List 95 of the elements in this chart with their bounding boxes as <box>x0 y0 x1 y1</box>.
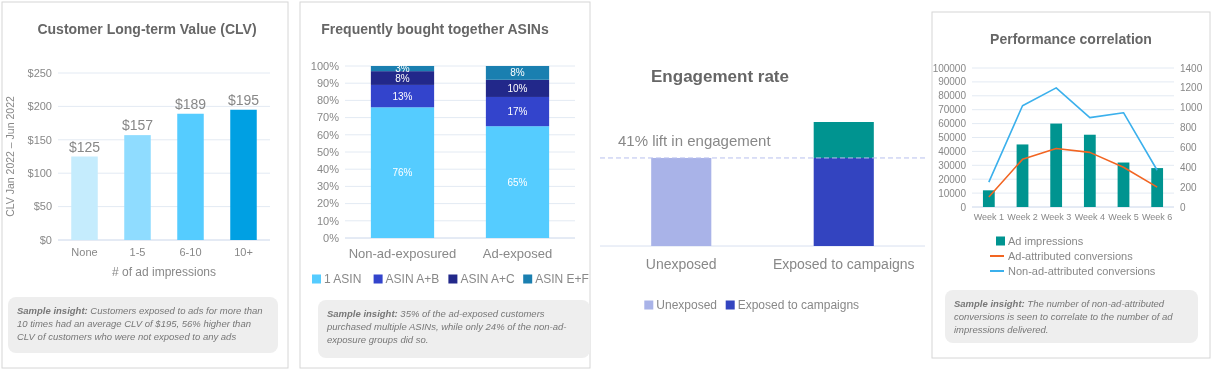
x-tick-label: Non-ad-exposured <box>348 246 457 261</box>
y2-tick-label: 1000 <box>1180 102 1203 114</box>
x-tick-label: 10+ <box>234 246 253 258</box>
line-series <box>988 87 1158 183</box>
x-tick-label: Ad-exposed <box>482 246 553 261</box>
chart-title: Customer Long-term Value (CLV) <box>37 21 257 37</box>
y-tick-label: 60% <box>316 128 340 141</box>
x-tick-label: None <box>71 246 98 258</box>
bar <box>1083 134 1096 207</box>
y-tick-label: 50000 <box>938 132 967 143</box>
x-tick-label: Week 1 <box>973 212 1005 222</box>
text: Sample insight: 35% of the ad-exposed customers purchased multiple ASINs, while only 24% of the non-ad-exposure groups did so. <box>318 300 590 358</box>
bar <box>485 96 550 127</box>
y-tick-label: $150 <box>27 133 52 146</box>
x-tick-label: Week 3 <box>1040 212 1072 222</box>
chart-title: Engagement rate <box>651 67 789 86</box>
y-tick-label: $250 <box>27 66 52 79</box>
y-tick-label: $100 <box>27 167 52 180</box>
y-tick-label: $0 <box>39 233 52 246</box>
x-axis-title: # of ad impressions <box>111 265 217 279</box>
bar <box>370 84 435 108</box>
y-tick-label: 0 <box>960 201 967 213</box>
y2-tick-label: 800 <box>1180 122 1198 134</box>
y-tick-label: 70% <box>316 111 340 124</box>
x-tick-label: 1-5 <box>129 246 146 258</box>
y-tick-label: 30000 <box>938 159 967 171</box>
bar <box>370 71 435 85</box>
data-label: 76% <box>392 167 413 179</box>
y-tick-label: 100000 <box>932 62 967 74</box>
y2-tick-label: 600 <box>1180 141 1198 153</box>
y2-tick-label: 1400 <box>1180 62 1203 74</box>
x-tick-label: Week 4 <box>1074 212 1106 222</box>
data-label: 8% <box>395 72 410 84</box>
data-label: $157 <box>121 117 154 134</box>
y-tick-label: 90% <box>316 77 340 90</box>
legend-label: Ad impressions <box>1008 234 1084 247</box>
data-label: $189 <box>174 95 207 112</box>
bar <box>370 107 435 238</box>
y2-tick-label: 1200 <box>1180 82 1203 94</box>
x-tick-label: 6-10 <box>179 246 202 258</box>
legend-label: ASIN E+F <box>535 272 589 287</box>
y-tick-label: 0% <box>323 231 340 244</box>
bar <box>177 113 204 240</box>
ref-line-label: 41% lift in engagement <box>618 131 772 149</box>
bar <box>124 135 151 240</box>
y-tick-label: 100% <box>310 59 340 72</box>
bar <box>1016 144 1029 207</box>
bar <box>485 66 550 80</box>
data-label: 8% <box>510 67 525 79</box>
bar <box>71 156 98 240</box>
chart-title: Frequently bought together ASINs <box>321 21 549 37</box>
bar <box>1151 168 1164 207</box>
y-tick-label: $200 <box>27 100 52 113</box>
x-tick-label: Week 2 <box>1007 212 1038 222</box>
legend-label: ASIN A+B <box>385 272 440 287</box>
y-tick-label: 70000 <box>938 104 967 116</box>
y-tick-label: 30% <box>316 180 340 193</box>
legend-label: Exposed to campaigns <box>737 298 860 313</box>
y2-tick-label: 400 <box>1180 161 1198 173</box>
x-tick-label: Week 6 <box>1141 212 1173 222</box>
data-label: $195 <box>227 91 260 108</box>
data-label: 13% <box>392 90 413 102</box>
y-tick-label: $50 <box>33 200 52 213</box>
text: Sample insight: The number of non-ad-attributed conversions is seen to correlate to the number of ad impressions delivered. <box>945 290 1198 343</box>
y-tick-label: 40000 <box>938 145 967 157</box>
data-label: 17% <box>507 106 528 118</box>
y-tick-label: 20000 <box>938 173 967 185</box>
legend-label: Unexposed <box>656 298 718 313</box>
y-tick-label: 50% <box>316 145 340 158</box>
legend-label: Ad-attributed conversions <box>1008 249 1134 262</box>
bar <box>982 190 995 207</box>
data-label: 10% <box>507 82 528 94</box>
bar <box>485 126 550 238</box>
y2-tick-label: 200 <box>1180 181 1198 193</box>
bar <box>230 109 257 240</box>
y-tick-label: 40% <box>316 163 340 176</box>
y2-tick-label: 0 <box>1180 201 1186 213</box>
y-tick-label: 80% <box>316 94 340 107</box>
x-tick-label: Week 5 <box>1108 212 1139 222</box>
bar <box>1050 123 1063 207</box>
data-label: $125 <box>68 138 101 155</box>
y-tick-label: 10000 <box>938 187 967 199</box>
legend-label: ASIN A+C <box>460 272 516 287</box>
text: Sample insight: Customers exposed to ads for more than 10 times had an average CLV of $195, 56% higher than CLV of customers who were not exposed to any ads <box>8 297 278 353</box>
legend-label: 1 ASIN <box>324 272 362 287</box>
line-series <box>988 147 1158 198</box>
y-axis-title: CLV Jan 2022 – Jun 2022 <box>4 96 16 217</box>
y-tick-label: 60000 <box>938 118 967 130</box>
chart-title: Performance correlation <box>990 31 1152 47</box>
legend-label: Non-ad-attributed conversions <box>1008 264 1156 277</box>
data-label: 65% <box>507 176 528 188</box>
y-tick-label: 20% <box>316 197 340 210</box>
y-tick-label: 90000 <box>938 76 967 88</box>
y-tick-label: 10% <box>316 214 340 227</box>
y-tick-label: 80000 <box>938 90 967 102</box>
